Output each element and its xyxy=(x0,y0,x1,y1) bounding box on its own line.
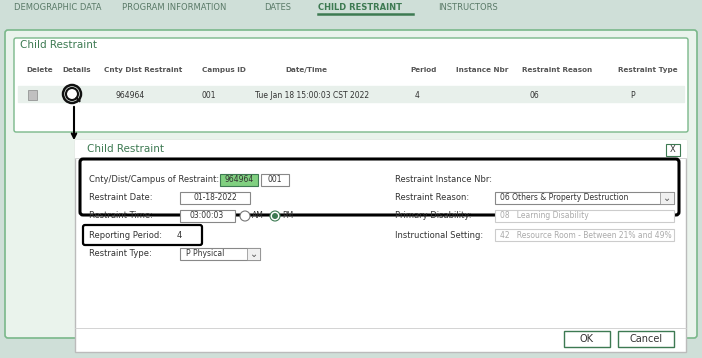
Text: INSTRUCTORS: INSTRUCTORS xyxy=(438,4,498,13)
Text: Cancel: Cancel xyxy=(630,334,663,344)
Text: Restraint Type: Restraint Type xyxy=(618,67,677,73)
Text: CHILD RESTRAINT: CHILD RESTRAINT xyxy=(318,4,402,13)
Bar xyxy=(180,248,260,260)
Text: Delete: Delete xyxy=(26,67,53,73)
Text: OK: OK xyxy=(580,334,594,344)
Circle shape xyxy=(272,213,278,219)
Text: ⌄: ⌄ xyxy=(250,249,258,259)
Bar xyxy=(220,174,258,186)
Text: Restraint Reason: Restraint Reason xyxy=(522,67,592,73)
Bar xyxy=(180,210,235,222)
Text: 964964: 964964 xyxy=(225,175,253,184)
Text: AM: AM xyxy=(252,212,264,221)
Text: Child Restraint: Child Restraint xyxy=(87,144,164,154)
Text: Restraint Type:: Restraint Type: xyxy=(89,250,152,258)
FancyBboxPatch shape xyxy=(75,140,686,352)
Text: Cnty/Dist/Campus of Restraint:: Cnty/Dist/Campus of Restraint: xyxy=(89,175,219,184)
Text: 001: 001 xyxy=(267,175,282,184)
Bar xyxy=(261,174,289,186)
Text: 08   Learning Disability: 08 Learning Disability xyxy=(500,212,589,221)
Text: Instance Nbr: Instance Nbr xyxy=(456,67,508,73)
Text: 4: 4 xyxy=(177,231,183,240)
Circle shape xyxy=(240,211,250,221)
Circle shape xyxy=(270,211,280,221)
Bar xyxy=(180,192,250,204)
Text: Campus ID: Campus ID xyxy=(202,67,246,73)
Text: Tue Jan 18 15:00:03 CST 2022: Tue Jan 18 15:00:03 CST 2022 xyxy=(255,91,369,100)
Bar xyxy=(247,248,260,260)
Circle shape xyxy=(66,88,78,100)
FancyBboxPatch shape xyxy=(618,331,674,347)
Text: Restraint Time:: Restraint Time: xyxy=(89,212,153,221)
Bar xyxy=(495,210,674,222)
Text: 001: 001 xyxy=(202,91,216,100)
Bar xyxy=(18,86,684,102)
FancyBboxPatch shape xyxy=(666,144,680,156)
Text: 42   Resource Room - Between 21% and 49%: 42 Resource Room - Between 21% and 49% xyxy=(500,231,672,240)
FancyBboxPatch shape xyxy=(564,331,610,347)
Text: 964964: 964964 xyxy=(115,91,144,100)
Text: Primary Disability:: Primary Disability: xyxy=(395,212,472,221)
Text: DATES: DATES xyxy=(264,4,291,13)
Text: Child Restraint: Child Restraint xyxy=(20,40,97,50)
Text: Restraint Instance Nbr:: Restraint Instance Nbr: xyxy=(395,175,492,184)
Text: Cnty Dist Restraint: Cnty Dist Restraint xyxy=(104,67,183,73)
Text: Date/Time: Date/Time xyxy=(285,67,327,73)
Text: 03:00:03: 03:00:03 xyxy=(190,212,224,221)
Text: Restraint Reason:: Restraint Reason: xyxy=(395,194,469,203)
Text: PM: PM xyxy=(282,212,293,221)
Text: X: X xyxy=(670,145,676,155)
Text: 06: 06 xyxy=(530,91,540,100)
Text: Instructional Setting:: Instructional Setting: xyxy=(395,231,483,240)
Bar xyxy=(495,192,674,204)
Text: 06 Others & Property Destruction: 06 Others & Property Destruction xyxy=(500,194,628,203)
Bar xyxy=(0,0,702,18)
Text: 01-18-2022: 01-18-2022 xyxy=(193,194,237,203)
FancyBboxPatch shape xyxy=(14,38,688,132)
FancyBboxPatch shape xyxy=(5,30,697,338)
Text: Details: Details xyxy=(62,67,91,73)
Bar xyxy=(28,90,37,100)
Text: PROGRAM INFORMATION: PROGRAM INFORMATION xyxy=(122,4,226,13)
Bar xyxy=(495,229,674,241)
Text: 4: 4 xyxy=(415,91,420,100)
Bar xyxy=(75,140,686,158)
Bar xyxy=(660,192,674,204)
Text: Reporting Period:: Reporting Period: xyxy=(89,231,162,240)
Text: DEMOGRAPHIC DATA: DEMOGRAPHIC DATA xyxy=(14,4,102,13)
Text: ⌄: ⌄ xyxy=(663,193,671,203)
Text: Period: Period xyxy=(410,67,437,73)
Text: P Physical: P Physical xyxy=(186,250,225,258)
Text: Restraint Date:: Restraint Date: xyxy=(89,194,152,203)
Text: P: P xyxy=(630,91,635,100)
